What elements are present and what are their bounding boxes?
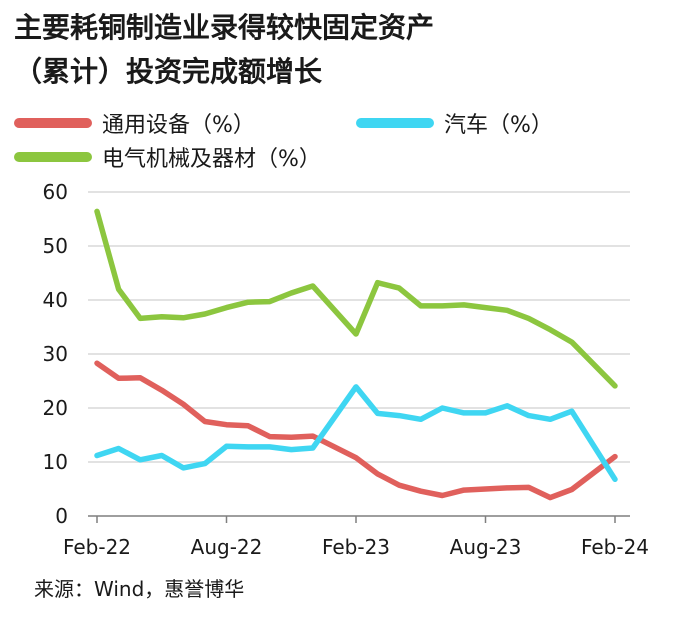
legend-swatch-auto: [356, 118, 434, 128]
x-tick-label-Feb-23: Feb-23: [322, 535, 390, 559]
legend-entry-electrical: 电气机械及器材（%）: [14, 141, 321, 173]
x-tick-label-Aug-22: Aug-22: [191, 535, 263, 559]
legend-label-electrical: 电气机械及器材（%）: [102, 147, 321, 172]
source-note: 来源：Wind，惠誉博华: [34, 577, 245, 601]
legend-entry-auto: 汽车（%）: [356, 107, 553, 139]
chart-title-line-1: 主要耗铜制造业录得较快固定资产: [14, 11, 435, 44]
x-tick-label-Aug-23: Aug-23: [450, 535, 522, 559]
x-tick-label-Feb-24: Feb-24: [581, 535, 649, 559]
y-tick-label-10: 10: [43, 450, 68, 474]
series-line-auto: [94, 384, 618, 483]
y-tick-label-0: 0: [55, 504, 68, 528]
y-tick-label-50: 50: [43, 234, 68, 258]
x-tick-label-Feb-22: Feb-22: [63, 535, 131, 559]
y-tick-label-60: 60: [43, 180, 68, 204]
chart-title-line-2: （累计）投资完成额增长: [14, 55, 323, 88]
series-line-general-equipment: [94, 360, 618, 501]
legend-entry-general-equipment: 通用设备（%）: [14, 107, 255, 139]
y-tick-label-30: 30: [43, 342, 68, 366]
legend-swatch-electrical: [14, 152, 92, 162]
legend-swatch-general-equipment: [14, 118, 92, 128]
legend-label-auto: 汽车（%）: [444, 113, 553, 138]
y-tick-label-40: 40: [43, 288, 68, 312]
chart-title: 主要耗铜制造业录得较快固定资产 （累计）投资完成额增长: [14, 6, 674, 94]
y-tick-label-20: 20: [43, 396, 68, 420]
legend-label-general-equipment: 通用设备（%）: [102, 113, 255, 138]
series-line-electrical: [94, 208, 618, 389]
